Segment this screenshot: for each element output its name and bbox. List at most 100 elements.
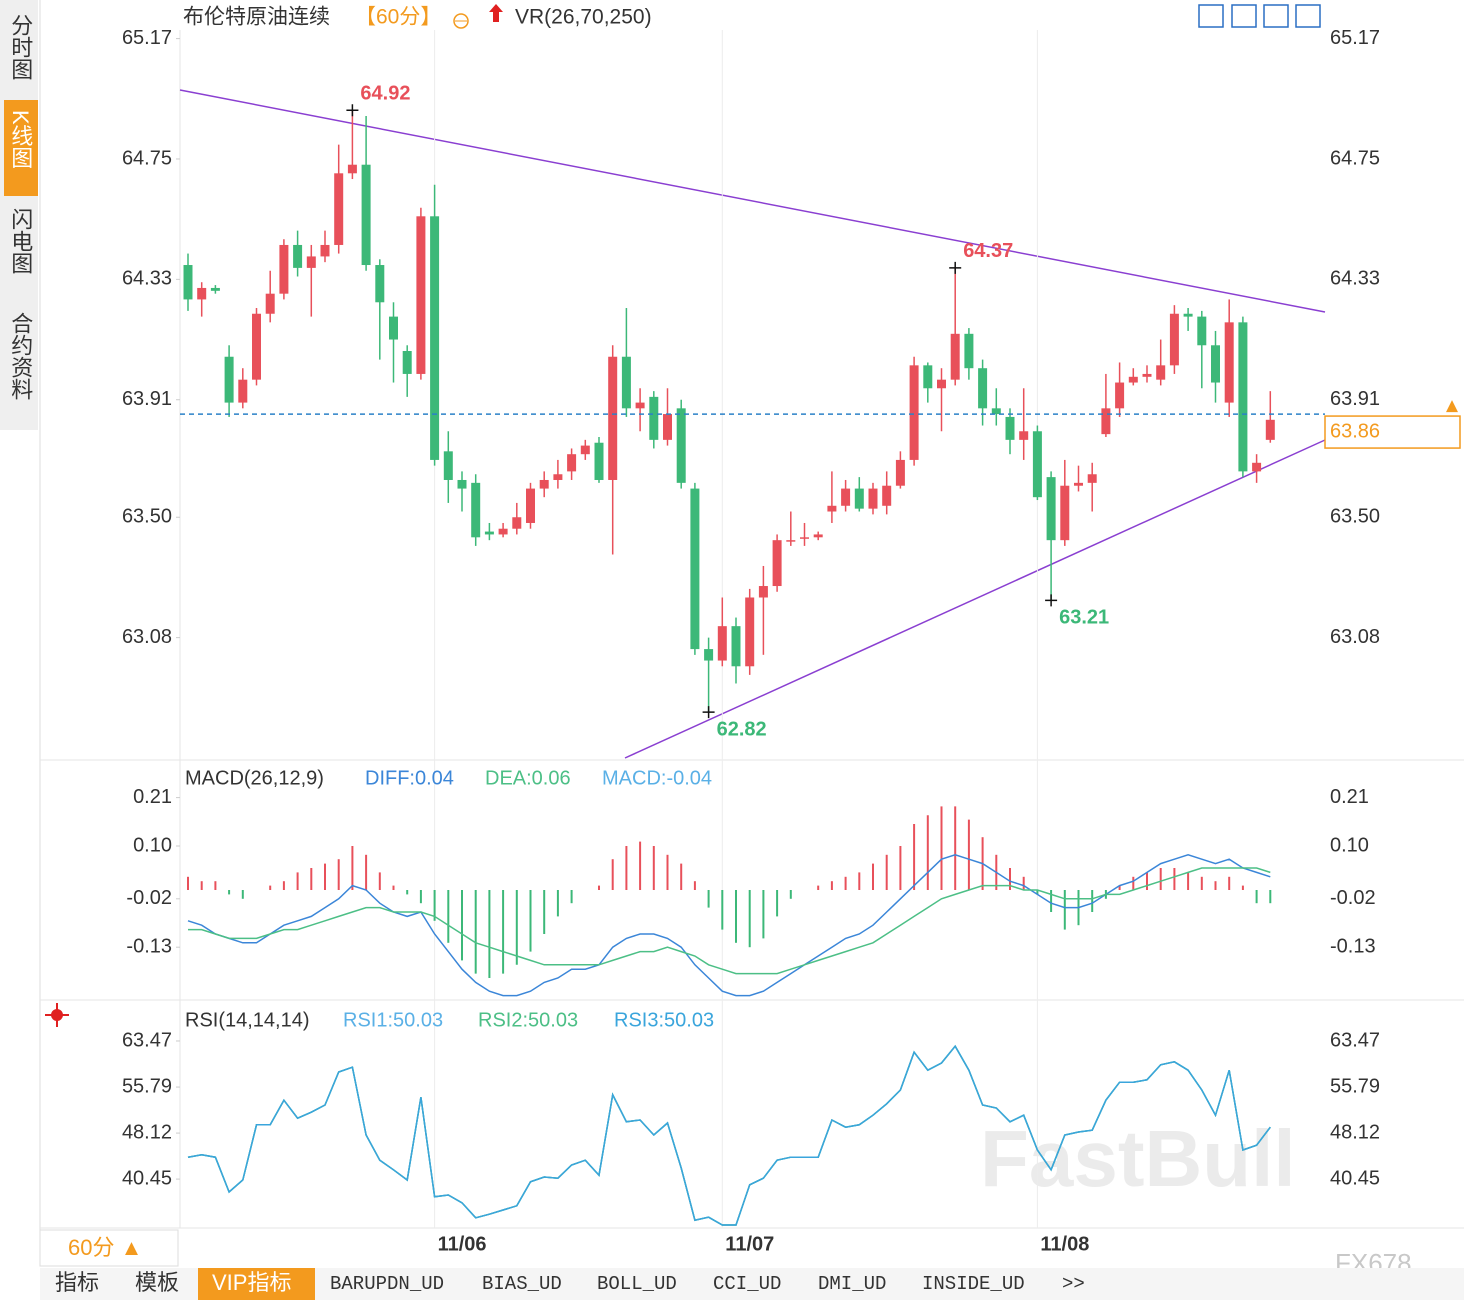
y-tick-label: 55.79 <box>1330 1075 1380 1097</box>
tool-icon[interactable] <box>1231 4 1257 28</box>
tab[interactable]: >> <box>1062 1273 1085 1295</box>
candle-body <box>1032 431 1042 498</box>
candle-body <box>745 597 755 667</box>
y-tick-label: 64.33 <box>122 268 172 290</box>
tab[interactable]: BARUPDN_UD <box>330 1273 444 1295</box>
candle-body <box>594 442 604 480</box>
tool-icon[interactable] <box>1263 4 1289 28</box>
sidebar <box>0 0 38 430</box>
candle-body <box>457 479 467 489</box>
candle-body <box>443 451 453 480</box>
extreme-marker <box>949 261 962 274</box>
trendline <box>624 439 1326 759</box>
sidebar-tab[interactable]: 合约资料 <box>8 312 33 400</box>
candle-body <box>1019 431 1029 440</box>
candle-body <box>334 173 344 245</box>
candle-body <box>1265 419 1275 440</box>
tab-active <box>198 1268 315 1300</box>
candle-body <box>1115 382 1125 409</box>
sidebar-tab[interactable]: 闪电图 <box>8 208 33 274</box>
candle-body <box>553 474 563 480</box>
y-tick-label: -0.02 <box>1330 887 1376 909</box>
x-tick-label: 11/06 <box>438 1233 487 1255</box>
pane-title: MACD(26,12,9) <box>185 767 324 789</box>
y-tick-label: 63.50 <box>1330 506 1380 528</box>
candle-body <box>1074 482 1083 486</box>
legend-entry: RSI3:50.03 <box>614 1009 714 1031</box>
y-tick-label: 65.17 <box>1330 27 1380 49</box>
period-box[interactable] <box>39 1229 179 1267</box>
macd-line <box>188 867 1271 975</box>
candle-body <box>183 265 193 300</box>
y-tick-label: 64.75 <box>1330 147 1380 169</box>
sidebar-tab[interactable]: K线图 <box>8 110 33 169</box>
candle-body <box>1224 322 1234 403</box>
candle-body <box>1169 313 1179 366</box>
candle-body <box>430 216 440 460</box>
icon[interactable] <box>453 13 469 29</box>
legend-entry: DEA:0.06 <box>485 767 571 789</box>
tab[interactable]: VIP指标 <box>212 1270 291 1295</box>
candle-body <box>1156 365 1166 380</box>
tab[interactable]: CCI_UD <box>713 1273 781 1295</box>
y-tick-label: 48.12 <box>122 1121 172 1143</box>
y-tick-label: 65.17 <box>122 27 172 49</box>
tool-icon[interactable] <box>1198 4 1224 28</box>
indicator: VR(26,70,250) <box>515 6 652 29</box>
candle-body <box>937 379 946 389</box>
sun-icon <box>45 1003 69 1027</box>
tab[interactable]: BOLL_UD <box>597 1273 677 1295</box>
tab[interactable]: INSIDE_UD <box>922 1273 1025 1295</box>
candle-body <box>690 488 700 650</box>
pane-title: RSI(14,14,14) <box>185 1009 310 1031</box>
candle-body <box>704 649 714 661</box>
tab[interactable]: 模板 <box>135 1270 179 1295</box>
candle-body <box>320 244 330 257</box>
y-tick-label: 40.45 <box>122 1167 172 1189</box>
tool-icon[interactable] <box>1295 4 1321 28</box>
toolbar <box>1198 4 1321 28</box>
x-tick-label: 11/07 <box>725 1233 774 1255</box>
y-tick-label: 63.08 <box>1330 626 1380 648</box>
candle-body <box>210 287 220 291</box>
candle-body <box>717 626 727 661</box>
candle-body <box>868 488 878 509</box>
candle-body <box>306 256 316 268</box>
candle-body <box>1046 477 1056 541</box>
candle-body <box>731 626 741 667</box>
legend-entry: RSI1:50.03 <box>343 1009 443 1031</box>
candle-body <box>498 528 508 535</box>
y-tick-label: 64.75 <box>122 147 172 169</box>
candle-body <box>978 368 988 409</box>
extreme-label: 62.82 <box>717 718 767 740</box>
tab[interactable]: BIAS_UD <box>482 1273 562 1295</box>
rsi-line <box>187 1044 1271 1226</box>
candle-body <box>882 485 892 506</box>
candle-body <box>1087 474 1097 483</box>
sidebar-tab[interactable]: 分时图 <box>8 14 33 80</box>
extreme-marker <box>346 104 359 117</box>
candle-body <box>676 408 686 483</box>
tab[interactable]: DMI_UD <box>818 1273 886 1295</box>
candle-body <box>402 351 412 374</box>
period: 【60分】 <box>355 6 441 29</box>
candle-body <box>347 164 357 174</box>
candle-body <box>1211 345 1220 383</box>
candle-body <box>663 414 672 440</box>
y-tick-label: 63.47 <box>122 1029 172 1051</box>
candle-body <box>1101 408 1111 435</box>
legend-entry: MACD:-0.04 <box>602 767 712 789</box>
candle-body <box>608 356 618 480</box>
candle-body <box>909 365 919 460</box>
candle-body <box>1238 322 1248 472</box>
y-tick-label: 63.47 <box>1330 1029 1380 1051</box>
period-select[interactable]: 60分 ▲ <box>68 1235 142 1260</box>
y-tick-label: 55.79 <box>122 1075 172 1097</box>
extreme-label: 64.37 <box>963 240 1013 262</box>
y-tick-label: 63.08 <box>122 626 172 648</box>
candle-body <box>786 540 796 542</box>
tab[interactable]: 指标 <box>55 1270 99 1295</box>
extreme-marker <box>702 706 715 719</box>
icon[interactable] <box>489 4 503 22</box>
y-tick-label: 64.33 <box>1330 268 1380 290</box>
